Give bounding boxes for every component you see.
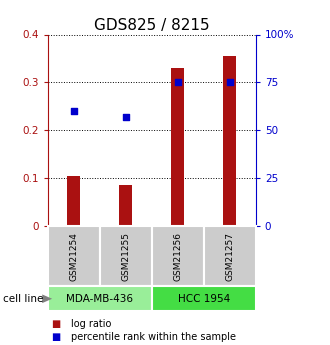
Text: ■: ■: [51, 319, 60, 329]
Text: GSM21254: GSM21254: [69, 232, 78, 280]
Point: [71, 108, 77, 114]
Bar: [67, 176, 80, 226]
Text: log ratio: log ratio: [71, 319, 111, 329]
Text: HCC 1954: HCC 1954: [178, 294, 230, 304]
Text: GSM21257: GSM21257: [225, 231, 234, 281]
Bar: [223, 56, 236, 226]
Text: GSM21256: GSM21256: [173, 231, 182, 281]
Text: cell line: cell line: [3, 294, 44, 304]
Point: [123, 114, 128, 120]
Text: ■: ■: [51, 333, 60, 342]
Point: [227, 80, 232, 85]
Point: [175, 80, 181, 85]
Text: MDA-MB-436: MDA-MB-436: [66, 294, 133, 304]
Text: GSM21255: GSM21255: [121, 231, 130, 281]
Title: GDS825 / 8215: GDS825 / 8215: [94, 18, 210, 33]
Bar: [171, 68, 184, 226]
Bar: [119, 185, 132, 226]
Text: percentile rank within the sample: percentile rank within the sample: [71, 333, 236, 342]
